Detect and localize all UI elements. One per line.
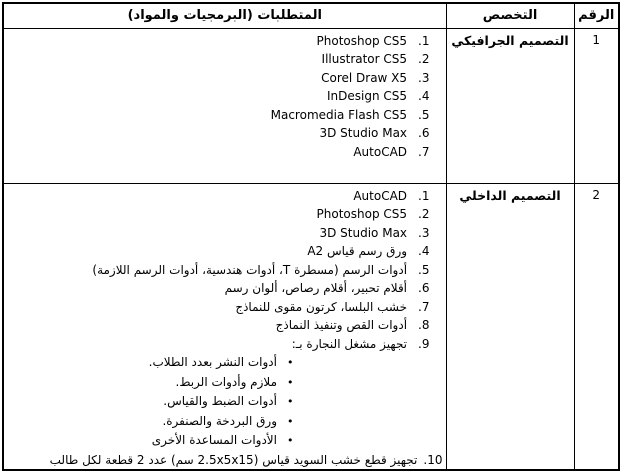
- req-item: 5. أدوات الرسم (مسطرة T، أدوات هندسية، أد…: [4, 261, 446, 280]
- item-number: 4.: [418, 244, 430, 258]
- bullet-text: أدوات الضبط والقياس.: [163, 394, 277, 408]
- item-number: 2.: [418, 52, 430, 66]
- bullet-icon: •: [287, 395, 294, 408]
- bullet-text: الأدوات المساعدة الأخرى: [151, 433, 277, 447]
- bullet-text: ملازم وأدوات الربط.: [175, 374, 278, 389]
- item-text: AutoCAD: [353, 144, 408, 159]
- bullet-icon: •: [287, 375, 294, 389]
- req-item: 6. 3D Studio Max: [4, 124, 446, 143]
- item-text: تجهيز قطع خشب السويد قياس (2.5x5x15 سم) …: [49, 452, 418, 467]
- row-number: 1: [573, 27, 620, 184]
- item-number: 2.: [418, 207, 430, 221]
- item-number: 5.: [418, 262, 430, 277]
- item-text: AutoCAD: [353, 188, 408, 203]
- table-row-interior-design: 2 التصميم الداخلي 1. AutoCAD 2. Photoshop …: [2, 182, 620, 471]
- item-number: 4.: [418, 89, 430, 103]
- bullet-item: • أدوات الضبط والقياس.: [4, 392, 446, 412]
- bullet-text: أدوات النشر بعدد الطلاب.: [148, 355, 277, 369]
- item-text: Illustrator CS5: [321, 52, 408, 66]
- req-item: 1. Photoshop CS5: [4, 32, 446, 51]
- req-item: 3. 3D Studio Max: [4, 224, 446, 243]
- req-item: 4. InDesign CS5: [4, 87, 446, 106]
- table-row-graphic-design: 1 التصميم الجرافيكي 1. Photoshop CS5 2. Il…: [2, 27, 620, 184]
- item-number: 9.: [418, 336, 430, 351]
- item-text: Macromedia Flash CS5: [270, 107, 408, 122]
- header-row: الرقم التخصص المتطلبات (البرمجيات والموا…: [2, 2, 620, 29]
- specialization-name: التصميم الجرافيكي: [445, 27, 575, 184]
- requirements-list: 1. AutoCAD 2. Photoshop CS5 3. 3D Studio Ma…: [2, 182, 447, 471]
- req-item: 5. Macromedia Flash CS5: [4, 106, 446, 125]
- item-number: 6.: [418, 126, 430, 140]
- req-item: 9. تجهيز مشغل النجارة بـ:: [4, 335, 446, 354]
- req-item-final: 10. تجهيز قطع خشب السويد قياس (2.5x5x15 س…: [4, 451, 446, 470]
- header-specialization: التخصص: [445, 2, 575, 29]
- requirements-list: 1. Photoshop CS5 2. Illustrator CS5 3. Core…: [2, 27, 447, 184]
- item-text: 3D Studio Max: [319, 225, 408, 240]
- item-text: Photoshop CS5: [316, 33, 408, 48]
- header-number: الرقم: [573, 2, 620, 29]
- bullet-item: • ملازم وأدوات الربط.: [4, 373, 446, 393]
- bullet-text: ورق البردخة والصنفرة.: [162, 413, 277, 428]
- bullet-item: • ورق البردخة والصنفرة.: [4, 412, 446, 432]
- item-text: Corel Draw X5: [321, 70, 408, 85]
- bullet-icon: •: [287, 414, 294, 428]
- item-text: أقلام تحبير، أقلام رصاص، ألوان رسم: [224, 281, 408, 295]
- req-item: 6. أقلام تحبير، أقلام رصاص، ألوان رسم: [4, 279, 446, 298]
- bullet-item: • أدوات النشر بعدد الطلاب.: [4, 353, 446, 373]
- item-number: 7.: [418, 144, 430, 159]
- item-number: 8.: [418, 318, 430, 332]
- bullet-icon: •: [287, 356, 294, 369]
- item-number: 5.: [418, 107, 430, 122]
- req-item: 8. أدوات القص وتنفيذ النماذج: [4, 316, 446, 335]
- req-item: 7. خشب البلسا، كرتون مقوى للنماذج: [4, 298, 446, 317]
- item-text: ورق رسم قياس A2: [307, 244, 408, 258]
- item-number: 6.: [418, 281, 430, 295]
- item-text: خشب البلسا، كرتون مقوى للنماذج: [235, 299, 408, 314]
- req-item: 1. AutoCAD: [4, 187, 446, 206]
- req-item: 4. ورق رسم قياس A2: [4, 242, 446, 261]
- item-number: 3.: [418, 70, 430, 85]
- bullet-item: • الأدوات المساعدة الأخرى: [4, 431, 446, 451]
- bullet-icon: •: [287, 434, 294, 447]
- item-text: Photoshop CS5: [316, 207, 408, 221]
- req-item: 2. Photoshop CS5: [4, 205, 446, 224]
- header-requirements: المتطلبات (البرمجيات والمواد): [2, 2, 447, 29]
- req-item: 2. Illustrator CS5: [4, 50, 446, 69]
- item-number: 3.: [418, 225, 430, 240]
- row-number: 2: [573, 182, 620, 471]
- item-number: 1.: [418, 188, 430, 203]
- item-number: 1.: [418, 33, 430, 48]
- specialization-name: التصميم الداخلي: [445, 182, 575, 471]
- item-text: InDesign CS5: [327, 89, 408, 103]
- item-text: أدوات القص وتنفيذ النماذج: [275, 318, 408, 332]
- req-item: 3. Corel Draw X5: [4, 69, 446, 88]
- item-number: 10.: [423, 452, 443, 467]
- req-item: 7. AutoCAD: [4, 143, 446, 162]
- item-text: 3D Studio Max: [319, 126, 408, 140]
- item-text: أدوات الرسم (مسطرة T، أدوات هندسية، أدوا…: [92, 262, 408, 277]
- item-text: تجهيز مشغل النجارة بـ:: [291, 336, 408, 351]
- item-number: 7.: [418, 299, 430, 314]
